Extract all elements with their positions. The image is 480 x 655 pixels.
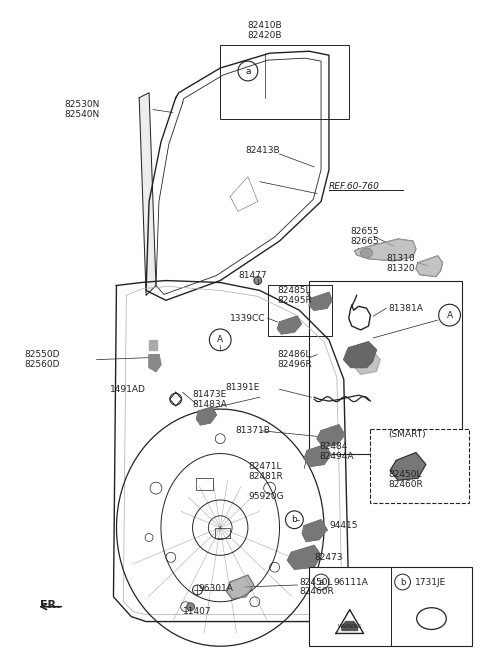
Text: 82485L: 82485L (277, 286, 311, 295)
Text: 81391E: 81391E (225, 383, 260, 392)
Text: 82481R: 82481R (248, 472, 283, 481)
Text: 82413B: 82413B (245, 145, 279, 155)
Polygon shape (355, 352, 380, 375)
Text: 82471L: 82471L (248, 462, 281, 471)
Polygon shape (304, 445, 331, 466)
Text: A: A (217, 335, 223, 345)
Text: 82410B: 82410B (247, 21, 282, 30)
Bar (309, 567, 472, 646)
Polygon shape (390, 453, 426, 480)
Text: 1731JE: 1731JE (414, 578, 446, 586)
Bar (195, 478, 213, 490)
Text: (SMART): (SMART) (388, 430, 426, 440)
Text: 82473: 82473 (314, 553, 343, 562)
Text: 82420B: 82420B (248, 31, 282, 40)
Circle shape (254, 276, 262, 284)
Text: 96301A: 96301A (199, 584, 233, 593)
Text: 82494A: 82494A (319, 452, 354, 461)
Text: A: A (446, 310, 453, 320)
Text: 82550D: 82550D (24, 350, 60, 359)
Polygon shape (277, 316, 301, 334)
Ellipse shape (360, 248, 372, 258)
Text: 81381A: 81381A (388, 304, 423, 312)
Text: 1339CC: 1339CC (230, 314, 265, 323)
Text: 82484: 82484 (319, 442, 348, 451)
Text: FR.: FR. (40, 600, 61, 610)
Text: WARNING: WARNING (337, 624, 362, 629)
Bar (309, 280, 462, 453)
Text: b: b (400, 578, 405, 586)
Text: 82560D: 82560D (24, 360, 60, 369)
Text: 82486L: 82486L (277, 350, 311, 359)
Text: 82540N: 82540N (64, 110, 99, 119)
Circle shape (187, 603, 194, 610)
Text: 82460R: 82460R (300, 588, 334, 597)
Polygon shape (149, 354, 161, 371)
Text: 82460R: 82460R (388, 479, 423, 489)
Text: a: a (245, 67, 251, 75)
Text: 81310: 81310 (386, 254, 415, 263)
Text: 81371B: 81371B (235, 426, 270, 436)
Polygon shape (226, 575, 254, 599)
Polygon shape (344, 342, 376, 367)
Bar (220, 45, 349, 119)
Polygon shape (416, 256, 443, 276)
Text: 95920G: 95920G (248, 491, 284, 500)
Text: a: a (319, 578, 324, 586)
Text: 1491AD: 1491AD (109, 384, 145, 394)
FancyBboxPatch shape (371, 429, 469, 503)
Polygon shape (317, 425, 345, 447)
Text: 81473E: 81473E (192, 390, 227, 399)
Polygon shape (288, 546, 321, 569)
Polygon shape (342, 622, 358, 631)
Text: REF.60-760: REF.60-760 (329, 182, 380, 191)
Text: 81320: 81320 (386, 264, 415, 273)
Text: 82450L: 82450L (388, 470, 422, 479)
Text: 81483A: 81483A (192, 400, 228, 409)
Text: 82530N: 82530N (64, 100, 99, 109)
Bar (216, 528, 230, 538)
Polygon shape (355, 239, 416, 261)
Polygon shape (196, 407, 216, 425)
Polygon shape (139, 93, 156, 295)
Text: 82496R: 82496R (277, 360, 312, 369)
Polygon shape (149, 340, 157, 350)
Polygon shape (336, 610, 363, 633)
Polygon shape (309, 292, 332, 310)
Text: 11407: 11407 (183, 607, 211, 616)
Bar (268, 284, 332, 336)
Text: 81477: 81477 (238, 271, 267, 280)
Text: 82655: 82655 (351, 227, 379, 236)
Text: 94415: 94415 (329, 521, 358, 530)
Text: b: b (291, 515, 297, 524)
Text: 82450L: 82450L (300, 578, 333, 586)
Polygon shape (302, 520, 327, 542)
Text: 82495R: 82495R (277, 296, 312, 305)
Text: 82665: 82665 (351, 236, 379, 246)
Text: 96111A: 96111A (333, 578, 368, 586)
